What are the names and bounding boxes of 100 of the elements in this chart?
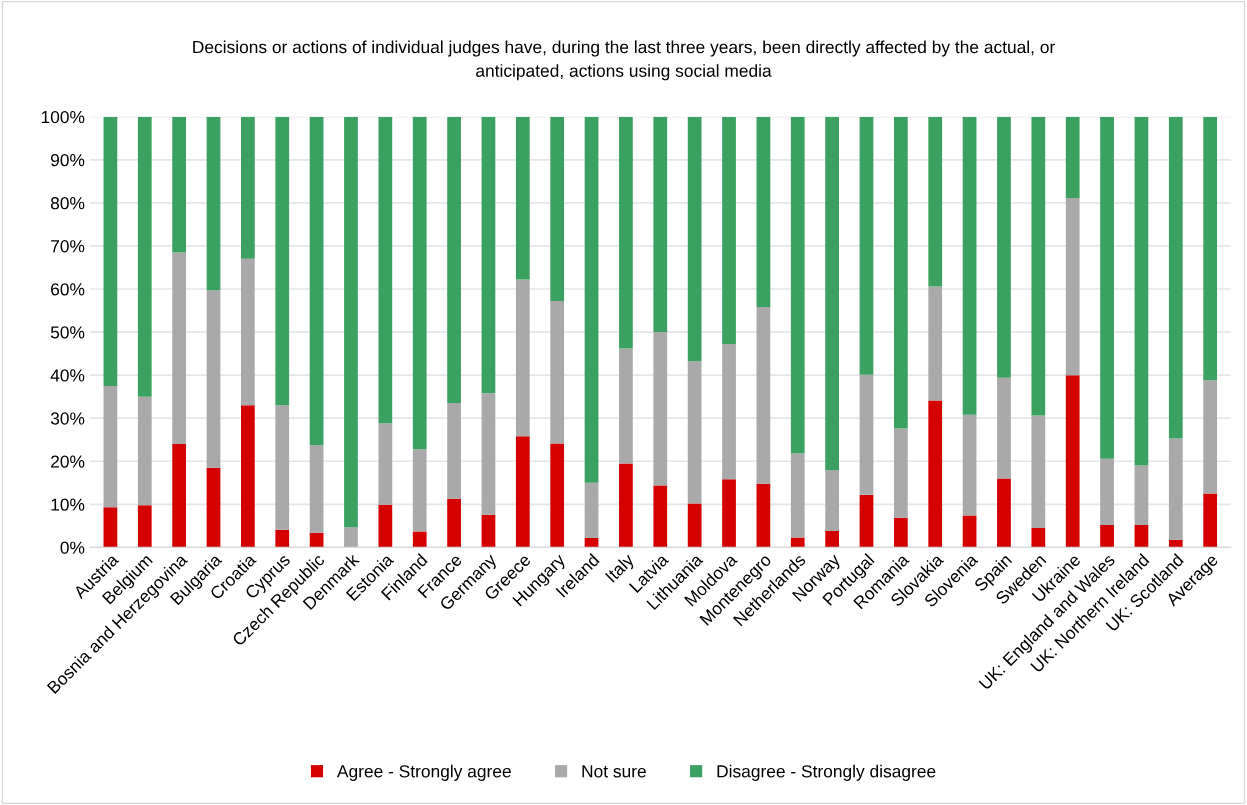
bar — [378, 504, 393, 548]
y-tick-label: 60% — [51, 283, 85, 296]
bar — [1031, 116, 1046, 416]
bar — [1065, 375, 1080, 548]
bar — [1203, 380, 1218, 494]
bar — [1065, 116, 1080, 199]
bar — [1168, 116, 1183, 439]
bar — [825, 531, 839, 548]
bar — [137, 505, 152, 548]
bar — [859, 116, 874, 375]
bar — [1100, 525, 1114, 548]
bar — [309, 532, 324, 548]
bar — [206, 290, 221, 468]
bar — [1100, 116, 1114, 459]
legend-label: Disagree - Strongly disagree — [717, 764, 936, 781]
y-tick-label: 80% — [50, 197, 85, 210]
bar — [893, 428, 908, 518]
bar — [481, 514, 496, 548]
bar — [756, 307, 771, 484]
bar — [893, 116, 908, 429]
y-tick-label: 30% — [50, 412, 85, 425]
bar — [1168, 438, 1183, 540]
legend-label: Agree - Strongly agree — [336, 764, 511, 781]
bar — [893, 517, 908, 548]
bar — [1065, 198, 1080, 376]
bar — [997, 116, 1011, 378]
bar — [1203, 493, 1218, 548]
bar — [1203, 116, 1218, 381]
bar — [137, 396, 152, 506]
bar — [515, 116, 530, 280]
bar — [619, 348, 633, 464]
bar — [928, 400, 943, 548]
bar — [172, 116, 187, 253]
y-tick-label: 90% — [50, 153, 85, 167]
bar — [722, 116, 736, 345]
bar — [1134, 525, 1149, 548]
bar — [1031, 528, 1046, 548]
bar — [447, 403, 461, 499]
bar — [790, 453, 805, 538]
y-tick-label: 10% — [51, 498, 85, 511]
bar — [241, 116, 255, 259]
bar — [515, 436, 530, 548]
bar — [653, 116, 668, 333]
bar — [103, 507, 118, 548]
bar — [447, 498, 461, 548]
bar — [584, 116, 599, 483]
y-tick-label: 100% — [41, 110, 85, 124]
bar — [687, 361, 702, 504]
bar — [275, 529, 290, 548]
bar — [481, 116, 496, 394]
bar — [481, 393, 496, 515]
bar — [412, 449, 427, 532]
bar — [790, 116, 805, 454]
bar — [722, 344, 736, 480]
chart-title: Decisions or actions of individual judges have, during the last three years, been directly affected by the actual, or anticipated, actions using social media — [193, 40, 1055, 81]
bar — [137, 116, 152, 397]
bar — [928, 286, 943, 401]
bar — [344, 116, 358, 528]
bar — [344, 527, 358, 548]
bar — [378, 116, 393, 424]
bar — [584, 482, 599, 538]
legend-label: Not sure — [582, 765, 646, 778]
bar — [378, 423, 393, 505]
bar — [790, 537, 805, 548]
y-tick-label: 50% — [50, 326, 85, 339]
bar — [653, 332, 668, 486]
bar — [1100, 458, 1114, 525]
y-tick-label: 70% — [51, 240, 85, 253]
bar — [1134, 465, 1149, 525]
bar — [653, 485, 668, 548]
bar — [550, 301, 565, 444]
bar — [206, 467, 221, 548]
bar — [309, 116, 324, 446]
bar — [550, 443, 565, 548]
bar — [412, 531, 427, 548]
bar — [825, 116, 839, 470]
bar — [722, 479, 736, 548]
bar — [172, 252, 187, 445]
bar — [859, 374, 874, 495]
y-tick-label: 20% — [51, 455, 85, 468]
bar — [1168, 539, 1183, 548]
bar — [825, 469, 839, 532]
bar — [172, 444, 187, 548]
bar — [1031, 415, 1046, 529]
bar — [997, 478, 1011, 548]
bar — [962, 414, 977, 516]
bar — [962, 515, 977, 548]
y-tick-label: 40% — [50, 369, 85, 382]
bar — [619, 116, 633, 349]
bar — [859, 494, 874, 548]
bar — [687, 116, 702, 362]
bar — [515, 279, 530, 437]
bar — [550, 116, 565, 302]
bar — [584, 537, 599, 548]
bar — [206, 116, 221, 291]
bar — [1134, 116, 1149, 466]
bar — [275, 116, 290, 406]
bar — [275, 405, 290, 530]
bar — [241, 258, 255, 406]
bar — [241, 405, 255, 548]
